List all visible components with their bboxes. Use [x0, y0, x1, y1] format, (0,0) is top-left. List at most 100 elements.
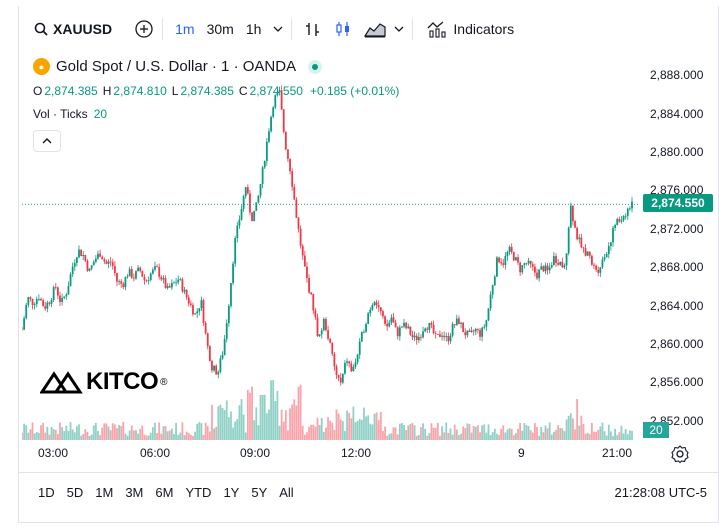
volume-bar	[396, 434, 399, 440]
volume-bar	[109, 430, 112, 440]
candle-body	[333, 353, 336, 367]
range-1d[interactable]: 1D	[38, 485, 55, 500]
volume-bar	[54, 429, 57, 440]
price-chart[interactable]	[22, 56, 640, 440]
volume-bar	[23, 423, 26, 440]
volume-bar	[33, 433, 36, 440]
candle-body	[392, 317, 395, 323]
volume-bar	[274, 401, 277, 440]
candle-body	[405, 322, 408, 329]
instrument-title: Gold Spot / U.S. Dollar · 1 · OANDA	[56, 58, 297, 75]
candle-body	[145, 280, 148, 282]
volume-bar	[192, 435, 194, 440]
candle-body	[289, 158, 291, 172]
symbol-search[interactable]: XAUUSD	[34, 21, 112, 37]
range-ytd[interactable]: YTD	[185, 485, 212, 500]
volume-bar	[27, 432, 30, 440]
volume-bar	[187, 432, 190, 440]
volume-bar	[405, 430, 408, 440]
candle-body	[555, 256, 557, 263]
volume-bar	[453, 424, 456, 440]
candle-body	[536, 272, 538, 279]
chart-type-dropdown[interactable]	[394, 25, 404, 33]
volume-bar	[434, 427, 437, 440]
volume-bar	[227, 417, 230, 440]
candle-body	[97, 253, 99, 259]
range-1m[interactable]: 1M	[95, 485, 114, 500]
kitco-logo-text: KITCO	[86, 368, 159, 395]
volume-bar	[295, 405, 298, 440]
bar-chart-type-button[interactable]	[304, 20, 322, 38]
clock-timezone[interactable]: 21:28:08 UTC-5	[614, 485, 708, 500]
chart-settings-button[interactable]	[670, 444, 690, 464]
indicators-button[interactable]: Indicators	[427, 20, 514, 38]
candle-body	[631, 201, 633, 209]
price-label: 2,860.000	[650, 337, 704, 351]
candle-body	[234, 238, 237, 264]
price-label: 2,888.000	[650, 68, 704, 83]
interval-1m[interactable]: 1m	[175, 21, 195, 37]
candle-body	[601, 259, 604, 268]
volume-bar	[316, 417, 319, 440]
candle-body	[265, 141, 268, 162]
compare-button[interactable]	[134, 19, 154, 39]
volume-bar	[151, 427, 154, 440]
volume-bar	[122, 422, 125, 440]
candle-body	[27, 297, 30, 305]
range-6m[interactable]: 6M	[155, 485, 174, 500]
range-3m[interactable]: 3M	[125, 485, 144, 500]
collapse-legend-button[interactable]	[33, 130, 61, 152]
candle-body	[189, 303, 192, 305]
volume-bar	[170, 428, 173, 440]
volume-bar	[432, 427, 435, 440]
candle-body	[489, 294, 492, 309]
candle-body	[312, 294, 315, 311]
candle-body	[168, 286, 171, 288]
volume-bar	[481, 425, 484, 440]
candle-body	[498, 257, 500, 263]
volume-bar	[194, 431, 196, 440]
toolbar-divider	[412, 18, 414, 40]
volume-bar	[599, 426, 602, 440]
bars-icon	[306, 23, 320, 36]
candle-body	[56, 287, 59, 296]
candle-body	[225, 323, 228, 340]
volume-bar	[365, 416, 367, 440]
volume-bar	[375, 412, 378, 440]
toolbar: XAUUSD 1m 30m 1h Indicators	[18, 6, 719, 52]
range-5y[interactable]: 5Y	[251, 485, 268, 500]
volume-bar	[253, 420, 256, 440]
interval-30m[interactable]: 30m	[206, 21, 234, 37]
candle-body	[512, 252, 515, 261]
volume-bar	[455, 429, 458, 440]
volume-bar	[124, 433, 127, 440]
volume-bar	[282, 421, 285, 440]
volume-bar	[616, 435, 619, 440]
candle-body	[624, 215, 627, 217]
plus-circle-icon	[135, 20, 153, 38]
volume-bar	[491, 432, 494, 440]
range-all[interactable]: All	[279, 485, 294, 500]
volume-bar	[624, 428, 627, 440]
candle-body	[132, 277, 135, 279]
volume-bar	[276, 390, 279, 440]
open-value: 2,874.385	[44, 84, 98, 98]
area-chart-type-button[interactable]	[364, 20, 386, 38]
candle-body	[371, 304, 374, 310]
candles-chart-type-button[interactable]	[334, 20, 352, 38]
candle-body	[33, 304, 36, 306]
volume-bar	[436, 422, 439, 440]
volume-bar	[420, 427, 422, 440]
candle-body	[162, 278, 165, 280]
interval-1h[interactable]: 1h	[245, 21, 262, 37]
interval-dropdown[interactable]	[273, 25, 283, 33]
candle-body	[407, 326, 410, 329]
candle-body	[468, 330, 471, 333]
candle-body	[354, 362, 357, 367]
candle-body	[586, 251, 589, 256]
range-5d[interactable]: 5D	[66, 485, 84, 500]
volume-bar	[31, 422, 34, 440]
range-1y[interactable]: 1Y	[223, 485, 240, 500]
volume-bar	[217, 406, 220, 440]
candle-body	[295, 199, 298, 218]
